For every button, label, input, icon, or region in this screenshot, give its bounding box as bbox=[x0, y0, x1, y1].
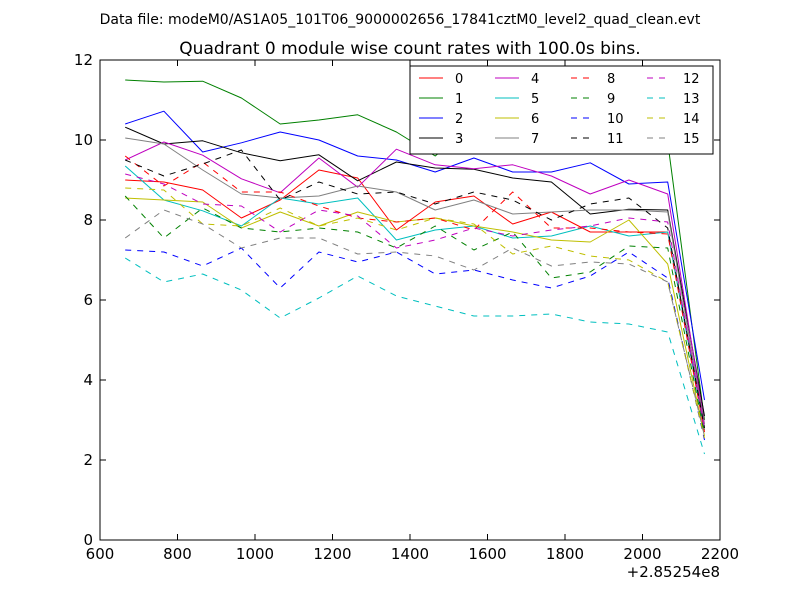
series-line-14 bbox=[125, 187, 705, 439]
chart-title: Quadrant 0 module wise count rates with … bbox=[179, 39, 640, 59]
series-line-13 bbox=[124, 257, 705, 455]
legend-label-14: 14 bbox=[683, 112, 700, 127]
series-line-15 bbox=[124, 209, 705, 437]
x-tick-label: 1600 bbox=[468, 545, 506, 563]
y-tick-label: 0 bbox=[83, 531, 93, 549]
y-tick-label: 8 bbox=[83, 211, 93, 229]
legend-label-5: 5 bbox=[531, 92, 539, 107]
x-tick-label: 1200 bbox=[313, 545, 351, 563]
series-line-3 bbox=[125, 126, 705, 417]
x-tick-label: 800 bbox=[163, 545, 192, 563]
y-tick-label: 4 bbox=[83, 371, 93, 389]
legend-label-11: 11 bbox=[607, 132, 624, 147]
legend-label-4: 4 bbox=[531, 72, 539, 87]
y-tick-label: 10 bbox=[74, 131, 93, 149]
x-tick-label: 1400 bbox=[391, 545, 429, 563]
series-line-4 bbox=[124, 141, 705, 425]
x-tick-label: 2200 bbox=[701, 545, 739, 563]
series-line-2 bbox=[125, 110, 705, 401]
x-offset-label: +2.85254e8 bbox=[627, 563, 720, 581]
ticks-layer: 600 800 1000 1200 1400 1600 1800 2000 2200 0 2 4 6 8 1… bbox=[74, 51, 739, 563]
legend-label-15: 15 bbox=[683, 132, 700, 147]
chart-suptitle: Data file: modeM0/AS1A05_101T06_90000026… bbox=[100, 12, 701, 28]
legend-label-2: 2 bbox=[455, 112, 463, 127]
legend-label-1: 1 bbox=[455, 92, 463, 107]
legend-label-7: 7 bbox=[531, 132, 539, 147]
series-line-10 bbox=[125, 247, 705, 441]
legend-label-6: 6 bbox=[531, 112, 539, 127]
series-line-12 bbox=[125, 173, 705, 431]
legend-label-13: 13 bbox=[683, 92, 700, 107]
y-tick-label: 6 bbox=[83, 291, 93, 309]
series-line-6 bbox=[125, 197, 705, 437]
series-line-9 bbox=[124, 195, 705, 435]
series-line-0 bbox=[125, 169, 705, 429]
x-tick-label: 2000 bbox=[623, 545, 661, 563]
legend-label-12: 12 bbox=[683, 72, 700, 87]
legend-label-9: 9 bbox=[607, 92, 615, 107]
y-tick-label: 2 bbox=[83, 451, 93, 469]
x-tick-label: 1000 bbox=[236, 545, 274, 563]
x-tick-label: 1800 bbox=[546, 545, 584, 563]
x-tick-label: 600 bbox=[86, 545, 115, 563]
legend-label-0: 0 bbox=[455, 72, 463, 87]
series-line-7 bbox=[125, 137, 705, 427]
legend-label-10: 10 bbox=[607, 112, 624, 127]
legend-box bbox=[409, 65, 714, 155]
series-line-11 bbox=[125, 149, 705, 429]
legend-label-8: 8 bbox=[607, 72, 615, 87]
legend-label-3: 3 bbox=[455, 132, 463, 147]
y-tick-label: 12 bbox=[74, 51, 93, 69]
